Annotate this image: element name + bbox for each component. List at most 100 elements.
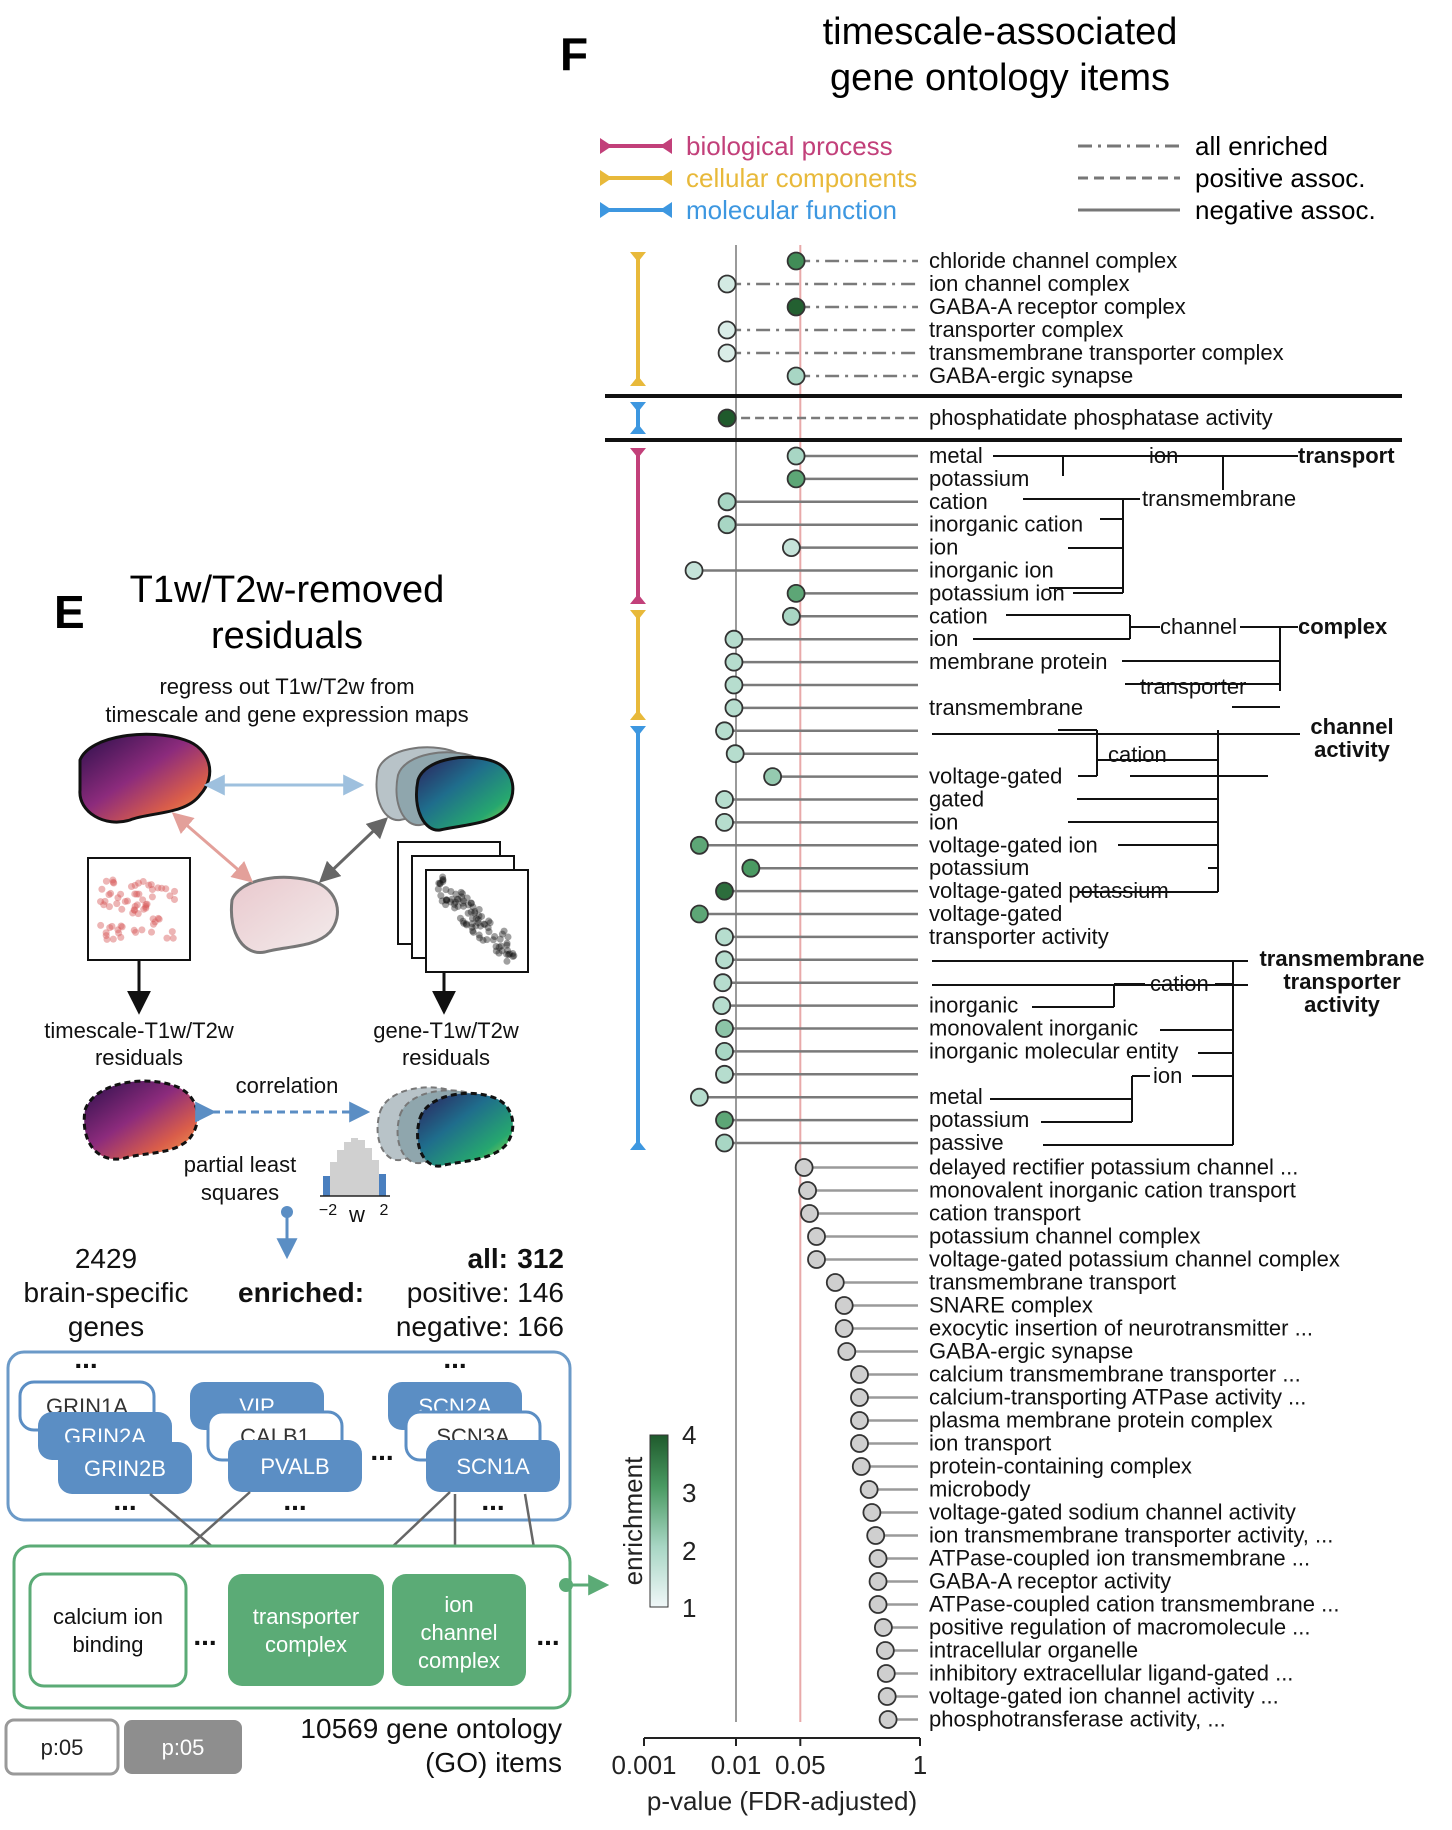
svg-text:complex: complex [418, 1648, 500, 1673]
hier-label-transport: transport [1298, 443, 1395, 468]
go-item-row: calcium-transporting ATPase activity ... [851, 1385, 1306, 1410]
scatter-point [158, 885, 165, 892]
scatter-point [107, 890, 114, 897]
go-item-label: protein-containing complex [929, 1454, 1192, 1479]
go-item-row: ATPase-coupled cation transmembrane ... [870, 1592, 1340, 1617]
panel-e-letter: E [54, 586, 85, 638]
colorbar-tick-1: 1 [682, 1593, 696, 1623]
lollipop-point [725, 699, 742, 716]
scatter-point [478, 913, 485, 920]
histogram-bar [344, 1142, 351, 1196]
scatter-point [169, 928, 176, 935]
go-item-row: metal [691, 1084, 983, 1109]
go-item-row: GABA-A receptor activity [870, 1569, 1172, 1594]
x-axis-label: p-value (FDR-adjusted) [647, 1786, 917, 1816]
go-item-label: potassium channel complex [929, 1224, 1200, 1249]
p-value-button-right[interactable]: p:05 [124, 1720, 242, 1774]
pls-weight-histogram [320, 1138, 390, 1196]
scatter-point [106, 924, 113, 931]
go-box-transporter-complex[interactable]: transporter complex [228, 1574, 384, 1686]
scatter-point [103, 936, 110, 943]
go-item-row: voltage-gated ion [691, 832, 1098, 857]
go-item-row: gated [716, 787, 984, 812]
svg-text:transporter: transporter [253, 1604, 359, 1629]
colorbar-tick-3: 3 [682, 1478, 696, 1508]
scatter-point [480, 937, 487, 944]
go-item-row: plasma membrane protein complex [851, 1408, 1273, 1433]
timescale-residuals-label-1: timescale-T1w/T2w [44, 1018, 234, 1043]
scatter-point [497, 936, 504, 943]
scatter-point [101, 898, 108, 905]
p-value-button-left[interactable]: p:05 [6, 1720, 118, 1774]
go-item-row: voltage-gated potassium [716, 878, 1169, 903]
scatter-point [498, 943, 505, 950]
histogram-bar [323, 1176, 330, 1196]
lollipop-point [851, 1412, 868, 1429]
scatter-point [114, 926, 121, 933]
timescale-brain-map [80, 734, 210, 822]
gene-ellipsis-bottom-2: ... [283, 1485, 306, 1516]
scatter-point [149, 893, 156, 900]
hier-label-ion: ion [1149, 443, 1178, 468]
x-tick-label: 0.05 [775, 1750, 826, 1780]
lollipop-point [716, 1020, 733, 1037]
go-item-label: ion [929, 535, 958, 560]
x-tick-label: 0.001 [611, 1750, 676, 1780]
lollipop-point [851, 1435, 868, 1452]
histogram-bar [365, 1148, 372, 1196]
scatter-point [152, 918, 159, 925]
histogram-bar [351, 1138, 358, 1196]
lollipop-point [863, 1504, 880, 1521]
lollipop-point [788, 299, 805, 316]
lollipop-point [827, 1274, 844, 1291]
svg-text:SCN1A: SCN1A [456, 1454, 530, 1479]
svg-text:PVALB: PVALB [260, 1454, 329, 1479]
lollipop-point [878, 1665, 895, 1682]
go-item-row: potassium [742, 855, 1029, 880]
lollipop-point [783, 608, 800, 625]
lollipop-point [788, 253, 805, 270]
lollipop-point [713, 997, 730, 1014]
go-box-ion-channel-complex[interactable]: ion channel complex [392, 1574, 526, 1686]
go-item-row: ATPase-coupled ion transmembrane ... [870, 1546, 1311, 1571]
go-item-row: voltage-gated potassium channel complex [808, 1247, 1340, 1272]
lollipop-point [716, 883, 733, 900]
bracket-biological-process [630, 448, 646, 604]
panel-e-subtitle-line1: regress out T1w/T2w from [159, 674, 414, 699]
hier-label-channel: channel [1160, 614, 1237, 639]
go-item-row [714, 974, 918, 991]
lollipop-point [838, 1343, 855, 1360]
go-item-label: inhibitory extracellular ligand-gated ..… [929, 1661, 1293, 1686]
scatter-point [452, 891, 459, 898]
lollipop-point [836, 1320, 853, 1337]
go-item-row: protein-containing complex [853, 1454, 1192, 1479]
histogram-bar [358, 1140, 365, 1196]
go-item-label: ion transport [929, 1431, 1051, 1456]
go-item-row: voltage-gated sodium channel activity [863, 1500, 1295, 1525]
scatter-point [471, 910, 478, 917]
go-item-label: transmembrane transporter complex [929, 340, 1284, 365]
go-item-row: SNARE complex [836, 1293, 1093, 1318]
go-item-row: transporter activity [716, 924, 1109, 949]
go-item-row: metal [788, 443, 983, 468]
lollipop-point [788, 448, 805, 465]
go-item-label: exocytic insertion of neurotransmitter .… [929, 1316, 1313, 1341]
lollipop-point [788, 585, 805, 602]
lollipop-point [764, 768, 781, 785]
svg-text:binding: binding [73, 1632, 144, 1657]
gene-ellipsis-bottom-3: ... [481, 1485, 504, 1516]
go-item-row [727, 745, 918, 762]
gene-ellipsis-top-right: ... [443, 1343, 466, 1374]
hier-label-ion-2: ion [1153, 1063, 1182, 1088]
go-item-row: transmembrane transport [827, 1270, 1176, 1295]
go-item-label: potassium [929, 855, 1029, 880]
lollipop-point [716, 791, 733, 808]
go-item-label: microbody [929, 1477, 1030, 1502]
genes-label-2: brain-specific [24, 1277, 189, 1308]
go-item-label: gated [929, 787, 984, 812]
lollipop-point [870, 1573, 887, 1590]
go-item-label: metal [929, 1084, 983, 1109]
hier-label-transporter: transporter [1140, 674, 1246, 699]
go-box-calcium-ion-binding[interactable]: calcium ion binding [30, 1574, 186, 1686]
